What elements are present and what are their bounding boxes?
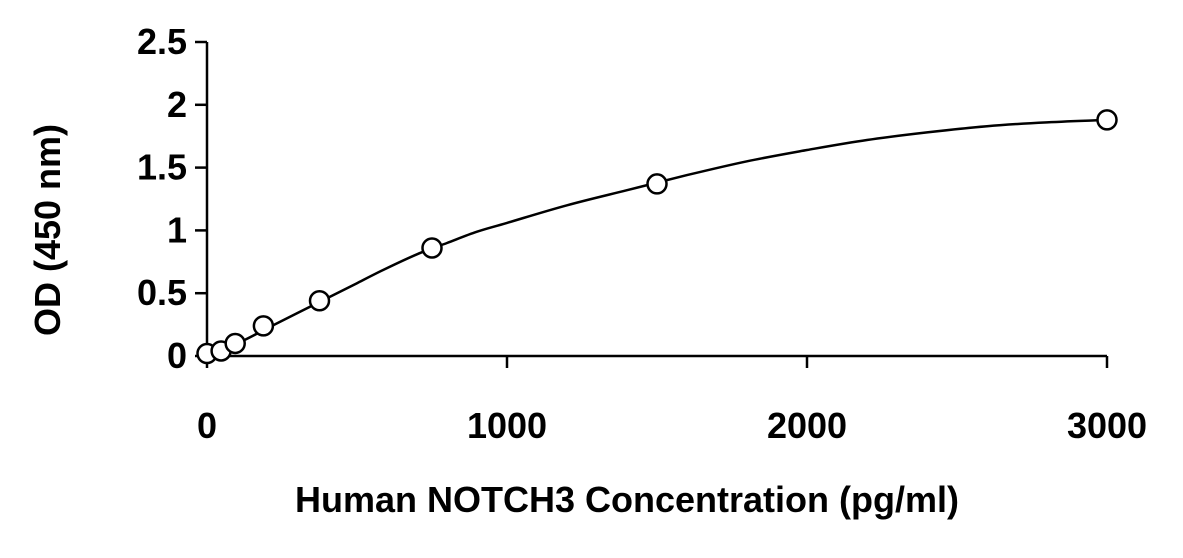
x-axis-ticks: 0 1000 2000 3000 [197, 356, 1147, 446]
axes [205, 42, 1107, 358]
y-tick-label: 0 [167, 335, 187, 376]
data-point [421, 237, 443, 259]
data-point [1096, 109, 1118, 131]
data-point [252, 315, 275, 337]
y-tick-label: 1 [167, 209, 187, 250]
x-tick-label: 2000 [767, 405, 847, 446]
x-tick-label: 3000 [1067, 405, 1147, 446]
data-point [224, 332, 246, 355]
data-point [308, 289, 331, 312]
fit-curve [206, 118, 1108, 355]
y-tick-label: 2.5 [137, 21, 187, 62]
data-point [646, 173, 668, 195]
y-axis-ticks: 0 0.5 1 1.5 2 2.5 [137, 21, 207, 376]
data-points [196, 109, 1118, 365]
x-tick-label: 1000 [467, 405, 547, 446]
y-axis-title: OD (450 nm) [27, 124, 68, 336]
x-tick-label: 0 [197, 405, 217, 446]
y-tick-label: 1.5 [137, 147, 187, 188]
y-tick-label: 2 [167, 84, 187, 125]
x-axis-title: Human NOTCH3 Concentration (pg/ml) [295, 479, 959, 520]
y-tick-label: 0.5 [137, 272, 187, 313]
